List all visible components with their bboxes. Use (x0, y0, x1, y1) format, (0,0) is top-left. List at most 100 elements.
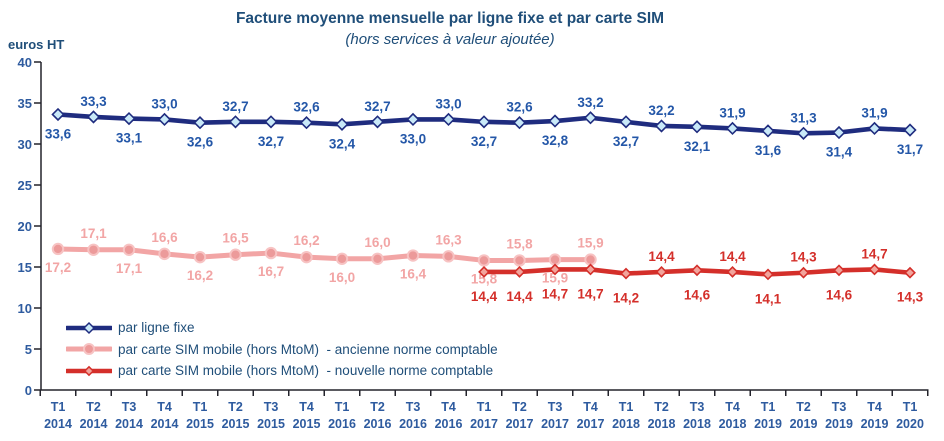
data-point-marker-sim-nouvelle (904, 266, 916, 279)
x-tick-label-quarter: T1 (903, 400, 918, 414)
x-tick-label-year: 2015 (222, 417, 250, 431)
data-point-marker-ligne-fixe (406, 112, 420, 127)
x-tick-label-quarter: T3 (264, 400, 279, 414)
data-point-label-ligne-fixe: 33,0 (435, 96, 461, 111)
data-point-marker-ligne-fixe (512, 116, 527, 130)
x-tick-label-year: 2019 (790, 417, 818, 431)
x-tick-label-year: 2017 (577, 417, 605, 431)
line-marker-swatch-icon (64, 321, 114, 335)
x-tick-label-year: 2017 (541, 417, 569, 431)
data-point-label-sim-nouvelle: 14,7 (861, 246, 887, 261)
data-point-label-ligne-fixe: 33,3 (80, 94, 107, 109)
x-tick-label-quarter: T4 (725, 400, 740, 414)
x-tick-label-quarter: T4 (441, 400, 456, 414)
data-point-label-sim-ancienne: 17,1 (80, 226, 107, 241)
data-point-label-ligne-fixe: 32,7 (364, 99, 390, 114)
line-marker-swatch-icon (64, 364, 114, 378)
legend-marker-diamond-icon (82, 321, 96, 334)
x-tick-label-year: 2016 (399, 417, 427, 431)
x-tick-label-quarter: T3 (832, 400, 847, 414)
data-point-label-sim-nouvelle: 14,3 (790, 250, 817, 265)
data-point-marker-ligne-fixe (761, 124, 775, 138)
y-tick-label: 20 (18, 219, 32, 234)
x-tick-label-year: 2019 (825, 417, 853, 431)
x-tick-label-quarter: T3 (122, 400, 137, 414)
data-point-label-sim-nouvelle: 14,7 (577, 286, 603, 301)
x-tick-label-quarter: T2 (796, 400, 811, 414)
data-point-marker-ligne-fixe (654, 119, 669, 133)
data-point-marker-ligne-fixe (264, 115, 278, 129)
data-point-marker-sim-nouvelle (868, 263, 881, 276)
legend-item-sim-ancienne: par carte SIM mobile (hors MtoM) - ancie… (64, 339, 498, 361)
data-point-marker-sim-ancienne (584, 253, 597, 266)
data-point-marker-ligne-fixe (903, 123, 917, 137)
x-tick-label-year: 2015 (293, 417, 321, 431)
data-point-marker-sim-ancienne (548, 253, 562, 266)
data-point-marker-ligne-fixe (228, 115, 243, 129)
x-tick-label-year: 2015 (257, 417, 285, 431)
data-point-label-sim-ancienne: 16,5 (222, 231, 249, 246)
x-tick-label-year: 2018 (683, 417, 711, 431)
data-point-marker-sim-nouvelle (726, 265, 739, 278)
data-point-marker-sim-ancienne (477, 254, 491, 267)
chart-subtitle: (hors services à valeur ajoutée) (345, 31, 555, 48)
data-point-label-sim-nouvelle: 14,7 (542, 286, 568, 301)
x-tick-label-quarter: T3 (406, 400, 421, 414)
y-tick-label: 0 (25, 383, 32, 398)
y-tick-label: 15 (18, 260, 32, 275)
data-point-marker-sim-ancienne (442, 250, 455, 263)
data-point-marker-ligne-fixe (441, 112, 456, 127)
data-point-marker-ligne-fixe (193, 116, 207, 130)
x-tick-label-quarter: T3 (690, 400, 705, 414)
data-point-marker-sim-nouvelle (620, 267, 632, 280)
data-point-label-ligne-fixe: 33,0 (151, 96, 177, 111)
data-point-marker-sim-ancienne (51, 242, 65, 256)
x-tick-label-quarter: T2 (86, 400, 101, 414)
x-tick-label-quarter: T4 (157, 400, 172, 414)
data-point-marker-sim-nouvelle (513, 265, 526, 278)
data-point-label-sim-ancienne: 17,2 (45, 260, 71, 275)
data-point-label-sim-ancienne: 16,7 (258, 264, 284, 279)
x-tick-label-year: 2020 (896, 417, 924, 431)
data-point-marker-ligne-fixe (335, 117, 349, 131)
y-tick-label: 10 (18, 301, 32, 316)
x-tick-label-year: 2014 (80, 417, 108, 431)
x-tick-label-quarter: T1 (761, 400, 776, 414)
x-tick-label-quarter: T1 (477, 400, 492, 414)
x-tick-label-quarter: T2 (228, 400, 243, 414)
data-point-label-sim-ancienne: 16,2 (187, 268, 213, 283)
data-point-label-ligne-fixe: 32,7 (222, 99, 248, 114)
x-tick-label-quarter: T2 (654, 400, 669, 414)
data-point-marker-ligne-fixe (725, 121, 740, 136)
y-tick-label: 5 (25, 342, 32, 357)
legend-line-sample-sim-nouvelle (64, 365, 114, 377)
data-point-label-sim-ancienne: 16,4 (400, 267, 427, 282)
data-point-marker-sim-ancienne (193, 250, 207, 264)
x-tick-label-year: 2018 (612, 417, 640, 431)
legend-item-sim-nouvelle: par carte SIM mobile (hors MtoM) - nouve… (64, 360, 498, 382)
data-point-label-ligne-fixe: 31,3 (790, 110, 817, 125)
data-point-marker-ligne-fixe (51, 107, 65, 122)
data-point-marker-sim-nouvelle (797, 266, 810, 279)
data-point-label-sim-nouvelle: 14,6 (684, 287, 711, 302)
x-tick-label-quarter: T2 (512, 400, 527, 414)
data-point-marker-ligne-fixe (832, 125, 846, 140)
data-point-label-sim-nouvelle: 14,6 (826, 287, 853, 302)
x-tick-label-year: 2019 (754, 417, 782, 431)
data-point-label-sim-ancienne: 16,0 (329, 270, 355, 285)
x-tick-label-year: 2016 (435, 417, 463, 431)
data-point-marker-sim-ancienne (229, 248, 242, 261)
data-point-marker-ligne-fixe (867, 121, 882, 136)
data-point-label-ligne-fixe: 31,9 (719, 105, 745, 120)
data-point-label-sim-ancienne: 16,0 (364, 235, 390, 250)
legend-label-sim-ancienne: par carte SIM mobile (hors MtoM) - ancie… (118, 341, 498, 357)
x-tick-label-quarter: T4 (867, 400, 882, 414)
x-tick-label-year: 2015 (186, 417, 214, 431)
data-point-marker-sim-ancienne (513, 254, 526, 267)
x-tick-label-year: 2014 (151, 417, 179, 431)
data-point-label-sim-nouvelle: 14,3 (897, 290, 924, 305)
data-point-label-ligne-fixe: 32,7 (613, 134, 639, 149)
legend-line-sample-sim-ancienne (64, 343, 114, 356)
data-point-label-ligne-fixe: 32,1 (684, 139, 711, 154)
x-tick-label-year: 2014 (44, 417, 72, 431)
